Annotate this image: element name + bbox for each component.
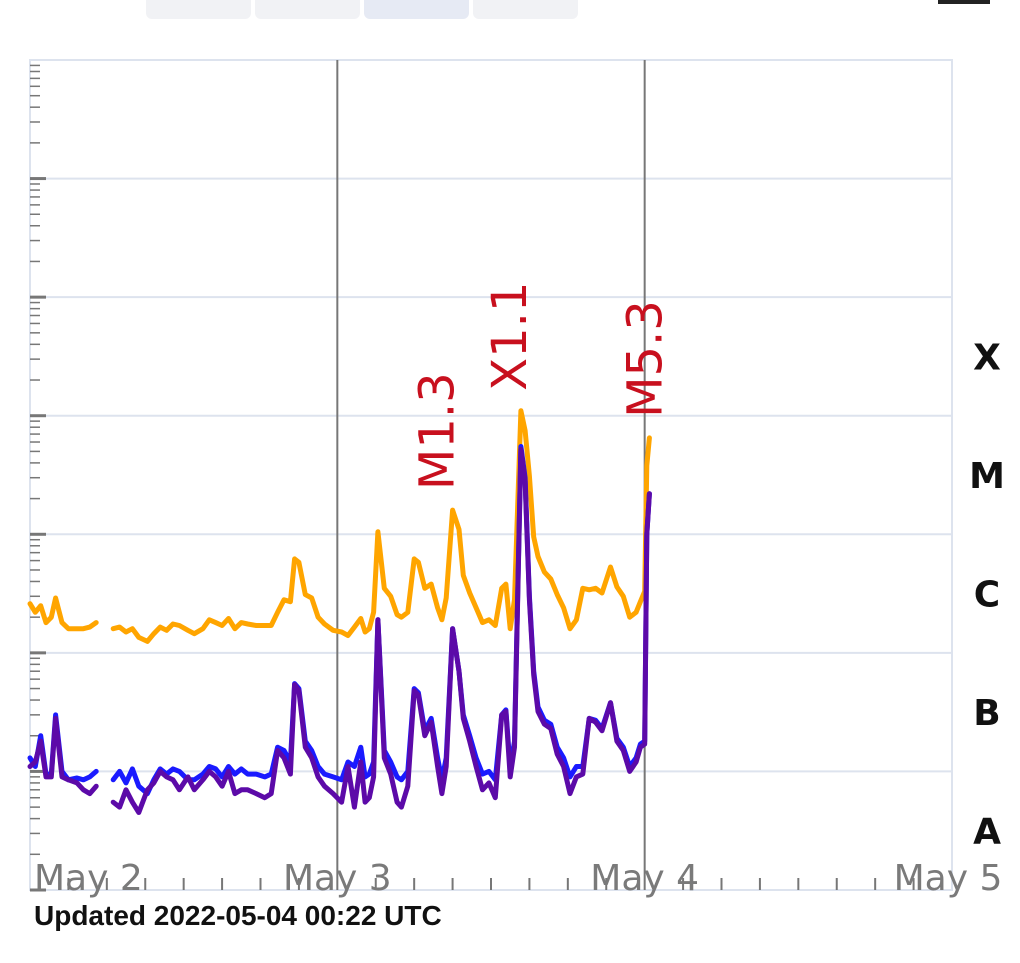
tick-layer — [30, 64, 915, 892]
view-tab-4[interactable] — [473, 0, 578, 19]
flare-label: M5.3 — [618, 300, 674, 418]
xray-flux-chart: M1.3 X1.1 M5.3 May 2 May 3 May 4 May 5 A B C M X — [27, 59, 1005, 899]
flare-class-label: C — [974, 575, 1000, 616]
grid-layer — [29, 59, 953, 891]
flare-class-label: M — [969, 456, 1005, 497]
flare-label: X1.1 — [482, 282, 538, 391]
view-tab-2[interactable] — [255, 0, 360, 19]
view-tab-1[interactable] — [146, 0, 251, 19]
class-label-layer: A B C M X — [969, 337, 1005, 852]
series-3-line — [27, 715, 99, 797]
updated-timestamp: Updated 2022-05-04 00:22 UTC — [34, 900, 442, 931]
series-1-line — [110, 408, 652, 644]
annotation-layer: M1.3 X1.1 M5.3 — [410, 282, 674, 490]
series-layer — [27, 408, 652, 815]
x-tick-label: May 4 — [590, 858, 699, 899]
hamburger-menu-icon[interactable] — [938, 0, 990, 6]
view-tabs — [0, 0, 1020, 22]
series-2-line — [110, 444, 652, 797]
series-1-line — [27, 595, 99, 632]
flare-class-label: B — [973, 693, 1000, 734]
flare-class-label: X — [973, 337, 1001, 378]
x-tick-label: May 2 — [34, 858, 143, 899]
series-3-line — [110, 446, 652, 815]
flare-label: M1.3 — [410, 372, 466, 490]
x-tick-label: May 5 — [894, 858, 1003, 899]
flare-class-label: A — [973, 812, 1001, 853]
x-tick-label-layer: May 2 May 3 May 4 May 5 — [34, 858, 1002, 899]
plot-frame — [29, 59, 953, 891]
view-tab-3-active[interactable] — [364, 0, 469, 19]
x-tick-label: May 3 — [283, 858, 392, 899]
